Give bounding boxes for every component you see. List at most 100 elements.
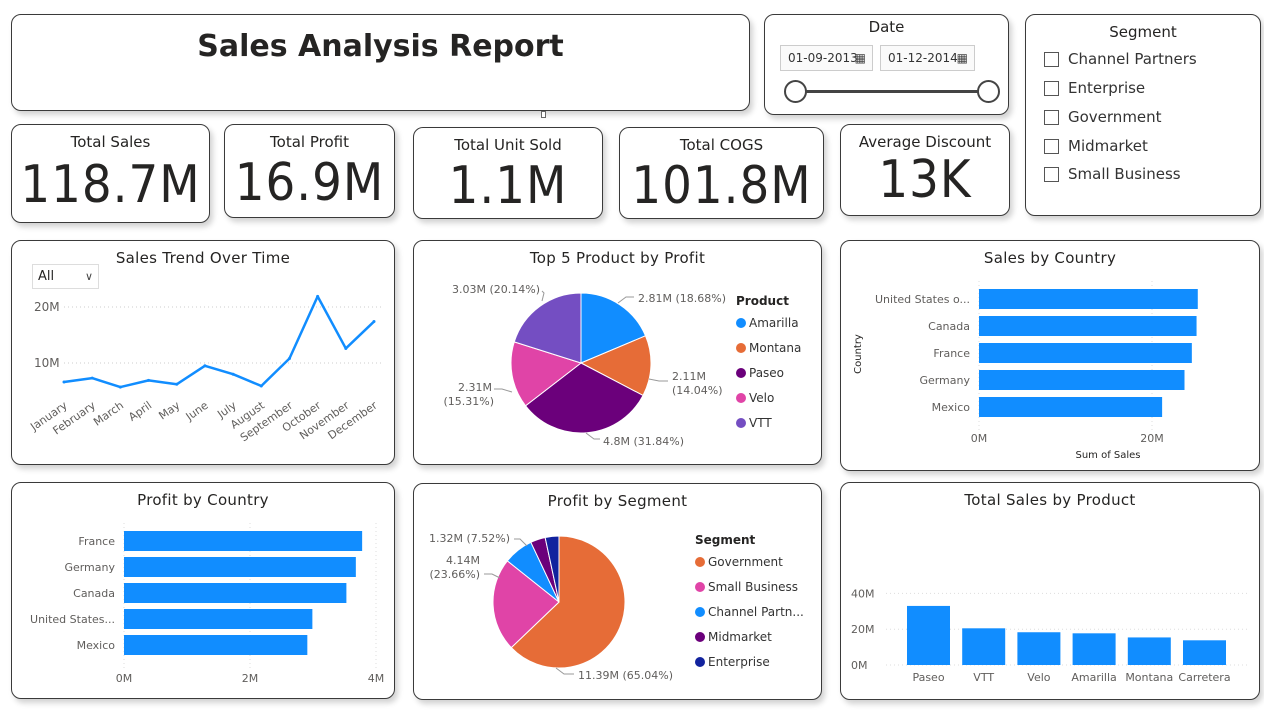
resize-handle[interactable]	[541, 111, 546, 118]
segment-slicer: Segment Channel Partners Enterprise Gove…	[1025, 14, 1261, 216]
chart-title: Sales by Country	[983, 249, 1117, 267]
y-tick-label: 10M	[34, 356, 60, 370]
legend-marker	[736, 343, 746, 353]
bar	[124, 531, 363, 551]
period-dropdown[interactable]: All ∨	[32, 264, 99, 289]
legend-item: Velo	[749, 391, 774, 405]
segment-option-enterprise[interactable]: Enterprise	[1044, 79, 1145, 97]
x-tick-label: Paseo	[912, 671, 944, 684]
data-point	[287, 357, 291, 361]
y-tick-label: 20M	[851, 623, 875, 636]
pie-slice	[580, 292, 647, 364]
legend-marker	[695, 607, 705, 617]
data-point	[62, 380, 66, 384]
data-label: (23.66%)	[429, 568, 480, 581]
bar	[124, 583, 347, 603]
data-label: 3.03M (20.14%)	[452, 283, 540, 296]
sales-by-country-card: Sales by Country 0M 20M United States o...…	[840, 240, 1260, 471]
y-tick-label: United States...	[30, 613, 115, 626]
leader-line	[514, 538, 528, 547]
legend-marker	[695, 632, 705, 642]
date-slider-track[interactable]	[795, 90, 989, 93]
end-date-input[interactable]: 01-12-2014 ▦	[880, 45, 975, 71]
data-point	[372, 320, 376, 324]
x-tick-label: May	[156, 399, 182, 423]
checkbox[interactable]	[1044, 166, 1059, 182]
legend-marker	[736, 368, 746, 378]
leader-line	[484, 573, 501, 579]
kpi-value: 1.1M	[448, 156, 568, 216]
legend-item: Montana	[749, 341, 801, 355]
x-tick-label: March	[91, 399, 126, 429]
leader-line	[585, 432, 600, 440]
bar	[124, 609, 313, 629]
bar	[1127, 637, 1171, 665]
x-tick-label: 0M	[971, 432, 988, 445]
end-date-value: 01-12-2014	[888, 51, 958, 65]
data-label: 2.81M (18.68%)	[638, 292, 726, 305]
checkbox[interactable]	[1044, 51, 1059, 67]
x-tick-label: 20M	[1140, 432, 1164, 445]
y-tick-label: France	[78, 535, 115, 548]
data-label: 4.14M	[446, 554, 480, 567]
calendar-icon[interactable]: ▦	[854, 51, 866, 65]
series-line	[63, 295, 375, 389]
date-slicer-title: Date	[868, 18, 905, 36]
kpi-value: 16.9M	[234, 153, 385, 213]
pie-slice	[579, 335, 652, 397]
pie-slice	[513, 292, 582, 364]
kpi-value: 101.8M	[631, 156, 812, 216]
kpi-label: Average Discount	[858, 133, 992, 151]
data-label: 4.8M (31.84%)	[603, 435, 684, 448]
pie-slice	[524, 362, 644, 434]
data-label: 1.32M (7.52%)	[429, 532, 510, 545]
pie-slice	[544, 535, 560, 603]
segment-option-midmarket[interactable]: Midmarket	[1044, 137, 1148, 155]
x-tick-label: Carretera	[1178, 671, 1230, 684]
bar	[1017, 632, 1061, 665]
checkbox[interactable]	[1044, 80, 1059, 96]
segment-option-channel-partners[interactable]: Channel Partners	[1044, 50, 1197, 68]
bar	[1072, 633, 1116, 665]
y-tick-label: 40M	[851, 587, 875, 600]
segment-option-government[interactable]: Government	[1044, 108, 1162, 126]
top5-product-pie: 2.81M (18.68%) 2.11M(14.04%) 4.8M (31.84%)…	[443, 283, 801, 448]
checkbox[interactable]	[1044, 109, 1059, 125]
legend-item: Enterprise	[708, 655, 770, 669]
y-axis-title: Country	[853, 334, 864, 374]
report-title-card: Sales Analysis Report	[11, 14, 750, 111]
legend-item: Channel Partn...	[708, 605, 804, 619]
start-date-input[interactable]: 01-09-2013 ▦	[780, 45, 873, 71]
chart-title: Profit by Country	[137, 491, 269, 509]
data-point	[259, 384, 263, 388]
x-tick-label: Velo	[1027, 671, 1050, 684]
y-tick-label: Canada	[73, 587, 115, 600]
data-label: 2.11M	[672, 370, 706, 383]
y-tick-label: Canada	[928, 320, 970, 333]
profit-by-segment-pie: 11.39M (65.04%) 4.14M(23.66%) 1.32M (7.52%…	[429, 532, 804, 682]
x-axis-title: Sum of Sales	[1075, 450, 1140, 461]
bar	[1183, 640, 1226, 665]
total-sales-by-product-card: Total Sales by Product 0M 20M 40M Paseo VTT V…	[840, 482, 1260, 700]
data-label: 2.31M	[458, 381, 492, 394]
pie-slice	[510, 535, 626, 669]
top5-product-card: Top 5 Product by Profit 2.81M (18.68%) 2.…	[413, 240, 822, 465]
chevron-down-icon: ∨	[84, 270, 93, 283]
date-slider-start-handle[interactable]	[784, 80, 807, 103]
checkbox[interactable]	[1044, 138, 1059, 154]
segment-option-small-business[interactable]: Small Business	[1044, 165, 1181, 183]
y-tick-label: Mexico	[77, 639, 116, 652]
kpi-value: 118.7M	[20, 155, 201, 215]
calendar-icon[interactable]: ▦	[956, 51, 968, 65]
chart-title: Top 5 Product by Profit	[529, 249, 706, 267]
pie-slice	[492, 560, 560, 649]
data-point	[203, 364, 207, 368]
date-slider-end-handle[interactable]	[977, 80, 1000, 103]
leader-line	[494, 388, 513, 393]
data-label: 11.39M (65.04%)	[578, 669, 673, 682]
data-point	[231, 372, 235, 376]
x-tick-label: VTT	[973, 671, 994, 684]
legend-marker	[695, 557, 705, 567]
data-point	[147, 378, 151, 382]
legend-marker	[736, 418, 746, 428]
